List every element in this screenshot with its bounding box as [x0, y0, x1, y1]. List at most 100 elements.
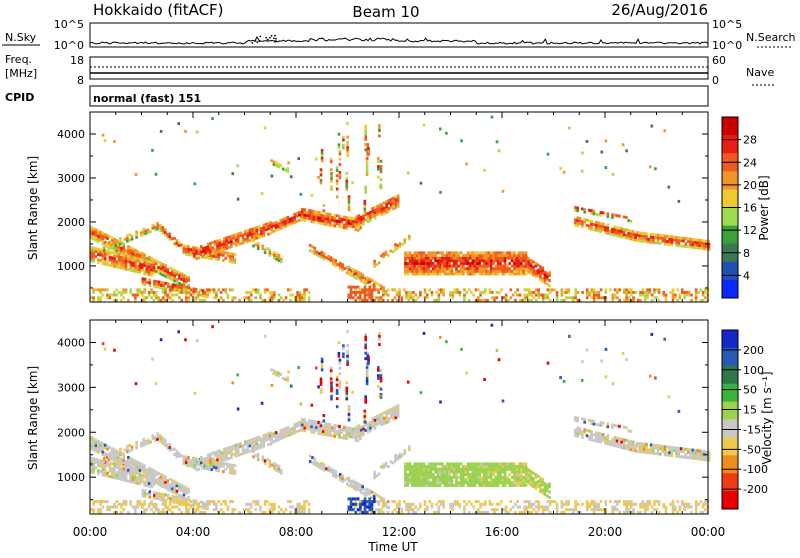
velocity-cell	[304, 426, 307, 429]
velocity-cell	[327, 469, 330, 472]
power-cell	[416, 262, 419, 265]
power-cell	[616, 296, 619, 299]
velocity-cell	[250, 506, 253, 509]
power-cell	[255, 291, 258, 294]
power-cell	[106, 234, 109, 237]
power-cell	[227, 255, 230, 258]
velocity-cell	[652, 449, 655, 452]
power-cell	[682, 240, 685, 243]
velocity-cell	[525, 470, 528, 473]
velocity-cell	[359, 500, 362, 503]
velocity-cell	[590, 438, 593, 441]
power-cell	[475, 288, 478, 291]
power-cell	[620, 233, 623, 236]
velocity-cell	[525, 480, 528, 483]
power-cell	[493, 299, 496, 302]
power-cell	[432, 257, 435, 260]
power-cell	[148, 263, 151, 266]
velocity-cell	[141, 466, 144, 469]
power-cell	[228, 236, 231, 239]
power-cell	[225, 239, 228, 242]
power-cell	[162, 288, 165, 291]
power-cell	[141, 291, 144, 294]
power-cell	[146, 281, 149, 284]
power-cell	[348, 294, 351, 297]
power-cell	[126, 237, 129, 240]
velocity-cell	[664, 451, 667, 454]
velocity-cell	[492, 473, 495, 476]
power-cell	[280, 260, 283, 263]
velocity-cell	[310, 425, 313, 428]
velocity-cell	[230, 451, 233, 454]
velocity-cell	[306, 422, 309, 425]
power-cell	[366, 157, 369, 160]
velocity-cell	[231, 500, 234, 503]
power-cell	[234, 261, 237, 264]
power-cell	[370, 299, 373, 302]
power-cell	[141, 252, 144, 255]
power-cell	[483, 254, 486, 257]
power-cell	[187, 299, 190, 302]
power-cell	[99, 288, 102, 291]
power-cell	[586, 224, 589, 227]
velocity-cell	[252, 455, 255, 458]
velocity-cell	[153, 491, 156, 494]
velocity-cell	[310, 420, 313, 423]
power-cell	[352, 291, 355, 294]
velocity-cell	[259, 508, 262, 511]
power-cell	[187, 253, 190, 256]
velocity-cell	[395, 408, 398, 411]
power-cell	[171, 276, 174, 279]
power-cell	[160, 265, 163, 268]
velocity-cell	[228, 452, 231, 455]
velocity-cell	[476, 462, 479, 465]
velocity-cell	[413, 462, 416, 465]
power-cell	[625, 149, 628, 152]
velocity-cell	[427, 484, 430, 487]
power-cell	[249, 231, 252, 234]
power-cell	[374, 217, 377, 220]
velocity-cell	[258, 438, 261, 441]
power-cell	[320, 219, 323, 222]
velocity-cell	[237, 448, 240, 451]
power-cell	[423, 262, 426, 265]
velocity-cell	[419, 506, 422, 509]
velocity-cell	[478, 468, 481, 471]
velocity-cell	[345, 437, 348, 440]
power-cell	[338, 223, 341, 226]
power-cell	[368, 286, 371, 289]
power-cell	[124, 238, 127, 241]
power-cell	[411, 257, 414, 260]
power-cell	[92, 252, 95, 255]
velocity-cell	[358, 424, 361, 427]
power-cell	[183, 277, 186, 280]
power-cell	[95, 250, 98, 253]
power-cell	[703, 245, 706, 248]
power-cell	[488, 273, 491, 276]
velocity-cell	[278, 470, 281, 473]
power-cell	[412, 291, 415, 294]
velocity-cell	[541, 491, 544, 494]
velocity-cell	[489, 500, 492, 503]
power-cell	[97, 230, 100, 233]
power-cell	[590, 223, 593, 226]
velocity-cell	[284, 433, 287, 436]
power-cell	[113, 238, 116, 241]
power-cell	[122, 251, 125, 254]
power-cell	[134, 270, 137, 273]
velocity-cell	[614, 424, 617, 427]
velocity-cell	[423, 479, 426, 482]
power-cell	[200, 250, 203, 253]
power-cell	[413, 262, 416, 265]
velocity-cell	[268, 503, 271, 506]
power-cell	[650, 238, 653, 241]
velocity-cell	[657, 450, 660, 453]
velocity-cell	[287, 500, 290, 503]
power-cell	[485, 257, 488, 260]
power-cell	[132, 248, 135, 251]
power-cell	[267, 233, 270, 236]
power-cell	[321, 159, 324, 162]
power-cell	[92, 288, 95, 291]
velocity-cell	[528, 503, 531, 506]
velocity-cell	[382, 511, 385, 514]
